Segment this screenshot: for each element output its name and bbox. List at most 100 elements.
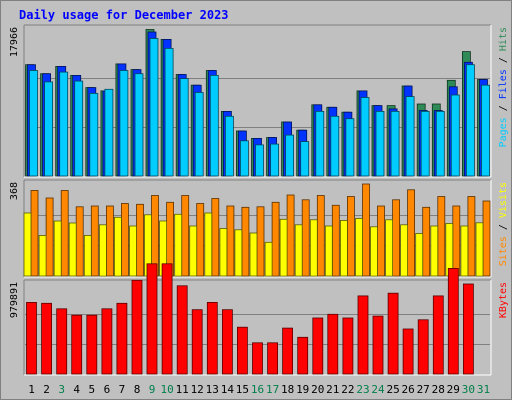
bar-visits-day-31 xyxy=(475,222,484,277)
bar-kbytes-day-16 xyxy=(252,342,263,375)
bar-visits-day-5 xyxy=(83,235,92,277)
bar-visits-day-24 xyxy=(370,226,378,277)
bar-visits-day-14 xyxy=(219,228,228,277)
x-tick-label-day-4: 4 xyxy=(73,383,80,396)
bar-pages-day-5 xyxy=(89,93,99,177)
x-tick-label-day-30: 30 xyxy=(462,383,475,396)
bar-visits-day-30 xyxy=(460,225,469,277)
bar-kbytes-day-17 xyxy=(267,342,279,375)
bar-visits-day-18 xyxy=(279,218,288,277)
legend-separator: / xyxy=(498,51,509,69)
bar-pages-day-21 xyxy=(330,115,340,177)
x-tick-label-day-27: 27 xyxy=(417,383,430,396)
bar-pages-day-24 xyxy=(375,111,385,177)
bar-sites-day-11 xyxy=(181,195,190,277)
bar-kbytes-day-5 xyxy=(86,314,98,375)
legend-entry-kbytes: KBytes xyxy=(498,282,509,318)
bar-sites-day-3 xyxy=(60,190,69,277)
bar-kbytes-day-20 xyxy=(312,317,324,375)
bar-pages-day-20 xyxy=(315,111,325,177)
bar-visits-day-22 xyxy=(339,220,348,277)
bar-visits-day-25 xyxy=(385,219,394,277)
bar-kbytes-day-30 xyxy=(462,283,474,375)
bar-pages-day-22 xyxy=(345,118,355,177)
bar-pages-day-4 xyxy=(74,80,84,177)
bar-kbytes-day-19 xyxy=(297,336,309,375)
bar-visits-day-4 xyxy=(68,222,77,277)
bar-visits-day-12 xyxy=(189,225,198,277)
bar-pages-day-19 xyxy=(300,141,310,177)
x-tick-label-day-13: 13 xyxy=(206,383,219,396)
bar-kbytes-day-3 xyxy=(56,308,68,375)
bar-pages-day-3 xyxy=(59,71,69,177)
panel-max-label: 368 xyxy=(9,182,20,200)
bar-kbytes-day-27 xyxy=(417,319,429,375)
bar-pages-day-27 xyxy=(420,111,430,177)
bar-pages-day-26 xyxy=(405,96,415,177)
bar-sites-day-28 xyxy=(437,196,446,277)
x-tick-label-day-10: 10 xyxy=(160,383,173,396)
x-tick-label-day-5: 5 xyxy=(88,383,95,396)
bar-kbytes-day-8 xyxy=(131,279,143,375)
panel-kbytes: 979891 KBytes xyxy=(9,263,509,376)
bar-sites-day-24 xyxy=(377,205,385,277)
bar-pages-day-8 xyxy=(134,73,144,177)
bar-visits-day-17 xyxy=(264,241,273,277)
bar-sites-day-30 xyxy=(467,196,476,277)
bar-sites-day-5 xyxy=(90,205,99,277)
panel-bars xyxy=(26,263,474,375)
bar-visits-day-13 xyxy=(204,212,213,277)
bar-kbytes-day-14 xyxy=(221,309,233,375)
x-tick-label-day-17: 17 xyxy=(266,383,279,396)
bar-sites-day-29 xyxy=(452,205,461,277)
bar-sites-day-17 xyxy=(271,201,280,277)
legend-entry-visits: Visits xyxy=(498,182,509,218)
bar-kbytes-day-29 xyxy=(447,267,459,375)
bar-pages-day-15 xyxy=(239,140,249,177)
bar-sites-day-20 xyxy=(316,195,325,277)
bar-pages-day-9 xyxy=(149,38,159,177)
x-tick-label-day-21: 21 xyxy=(326,383,339,396)
bar-visits-day-2 xyxy=(38,235,47,277)
chart-panels: 17966 Pages / Files / Hits 368 Sites / Visi… xyxy=(9,24,509,376)
panel-max-label: 17966 xyxy=(9,27,20,57)
bar-kbytes-day-6 xyxy=(101,308,113,375)
bar-sites-day-12 xyxy=(196,203,205,277)
bar-sites-day-27 xyxy=(422,206,431,277)
bar-kbytes-day-26 xyxy=(402,328,414,375)
bar-visits-day-11 xyxy=(174,213,183,277)
bar-sites-day-2 xyxy=(45,197,54,277)
bar-pages-day-23 xyxy=(360,97,370,177)
x-tick-label-day-6: 6 xyxy=(104,383,111,396)
bar-visits-day-26 xyxy=(400,224,409,277)
x-tick-label-day-16: 16 xyxy=(251,383,264,396)
x-tick-label-day-8: 8 xyxy=(134,383,141,396)
bar-kbytes-day-7 xyxy=(116,302,128,375)
x-tick-label-day-26: 26 xyxy=(401,383,414,396)
bar-kbytes-day-24 xyxy=(372,315,384,375)
bar-pages-day-10 xyxy=(164,48,174,177)
x-tick-label-day-31: 31 xyxy=(477,383,490,396)
x-tick-label-day-9: 9 xyxy=(149,383,156,396)
panel-hits-files-pages: 17966 Pages / Files / Hits xyxy=(9,24,509,178)
bar-visits-day-20 xyxy=(309,219,318,277)
bar-pages-day-12 xyxy=(194,92,204,177)
panel-legend: KBytes xyxy=(498,282,509,318)
bar-visits-day-6 xyxy=(99,224,107,277)
x-tick-label-day-28: 28 xyxy=(432,383,445,396)
x-tick-label-day-20: 20 xyxy=(311,383,324,396)
bar-pages-day-30 xyxy=(465,64,475,177)
x-tick-label-day-23: 23 xyxy=(356,383,369,396)
bar-pages-day-13 xyxy=(209,75,219,177)
x-axis-day-labels: 1 2 3 4 5 6 7 8 9 10 11 12 13 14 15 16 17 18 19 20 21 22 23 24 2… xyxy=(28,383,490,396)
bar-pages-day-29 xyxy=(450,94,460,177)
x-tick-label-day-18: 18 xyxy=(281,383,294,396)
bar-pages-day-18 xyxy=(285,134,295,177)
x-tick-label-day-1: 1 xyxy=(28,383,35,396)
bar-kbytes-day-22 xyxy=(342,317,354,375)
bar-pages-day-25 xyxy=(390,111,400,177)
bar-kbytes-day-23 xyxy=(357,295,369,375)
bar-sites-day-19 xyxy=(301,199,310,277)
bar-sites-day-21 xyxy=(331,204,340,277)
